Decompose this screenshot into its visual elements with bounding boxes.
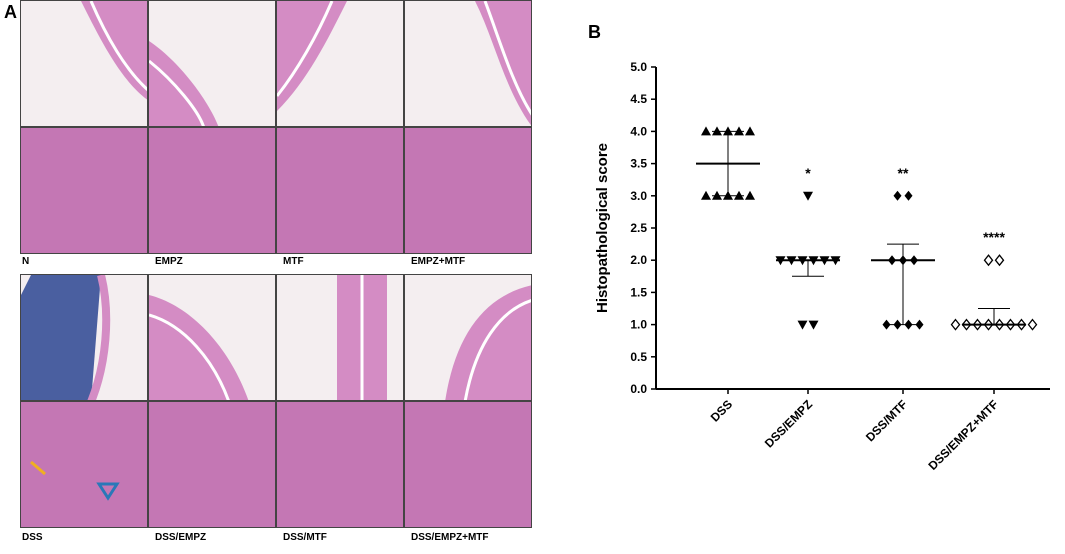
y-tick-label: 2.5 [630,221,647,235]
micrograph-n-low [20,0,148,127]
caption-mtf: MTF [283,256,304,267]
data-point [950,318,961,331]
x-tick-label: DSS/EMPZ [762,397,815,450]
data-point [1027,318,1038,331]
data-point [904,190,913,201]
x-tick-label: DSS/MTF [863,397,910,444]
micrograph-empz-mtf-low [404,0,532,127]
micrograph-n-high [20,127,148,254]
micrograph-mtf-low [276,0,404,127]
micrograph-dss-empz-low [148,274,276,401]
micrograph-dss-empz-mtf-high [404,401,532,528]
significance-label: **** [983,229,1005,245]
micrograph-dss-mtf-low [276,274,404,401]
score-chart: 0.0 0.5 1.0 1.5 2.0 2.5 3.0 3.5 4.0 4.5 5.0 Histopa… [594,60,1050,473]
orange-arrow-icon [30,460,46,476]
y-tick-label: 3.0 [630,189,647,203]
y-tick-label: 2.0 [630,253,647,267]
data-point [808,320,819,330]
data-point [983,254,994,267]
data-point [994,254,1005,267]
x-tick-label: DSS/EMPZ+MTF [925,397,1001,473]
y-tick-label: 0.5 [630,350,647,364]
y-axis-label: Histopathological score [594,143,611,313]
caption-dss-empz-mtf: DSS/EMPZ+MTF [411,532,489,543]
micrograph-empz-low [148,0,276,127]
y-tick-label: 1.5 [630,285,647,299]
y-tick-label: 3.5 [630,157,647,171]
panel-b-chart: B 0.0 0.5 1.0 1.5 2.0 2.5 3.0 3.5 4.0 4.5 5.0 Histo… [560,0,1065,549]
y-tick-label: 4.5 [630,92,647,106]
micrograph-empz-high [148,127,276,254]
caption-empz: EMPZ [155,256,183,267]
x-tick-label: DSS [708,397,735,424]
data-point [893,190,902,201]
y-tick-label: 1.0 [630,318,647,332]
caption-dss-mtf: DSS/MTF [283,532,327,543]
caption-dss: DSS [22,532,43,543]
data-point [797,320,808,330]
data-point [701,190,711,200]
micrograph-mtf-high [276,127,404,254]
data-point [745,190,755,200]
data-point [745,126,755,136]
data-point [882,319,891,330]
caption-empz-mtf: EMPZ+MTF [411,256,466,267]
panel-a-histology: A N EMPZ MTF EMPZ+MTF DSS DSS/E [4,0,532,543]
y-tick-label: 5.0 [630,60,647,74]
micrograph-empz-mtf-high [404,127,532,254]
micrograph-dss-high [20,401,148,528]
significance-label: * [805,165,811,181]
data-point [915,319,924,330]
data-point [701,126,711,136]
y-tick-label: 4.0 [630,124,647,138]
panel-b-label: B [588,22,601,42]
blue-arrowhead-icon [96,482,120,501]
caption-n: N [22,256,30,267]
micrograph-dss-mtf-high [276,401,404,528]
significance-label: ** [898,165,909,181]
micrograph-dss-low [20,274,148,401]
caption-dss-empz: DSS/EMPZ [155,532,207,543]
micrograph-dss-empz-high [148,401,276,528]
y-tick-label: 0.0 [630,382,647,396]
data-point [803,191,813,201]
micrograph-dss-empz-mtf-low [404,274,532,401]
panel-a-label: A [4,2,17,22]
